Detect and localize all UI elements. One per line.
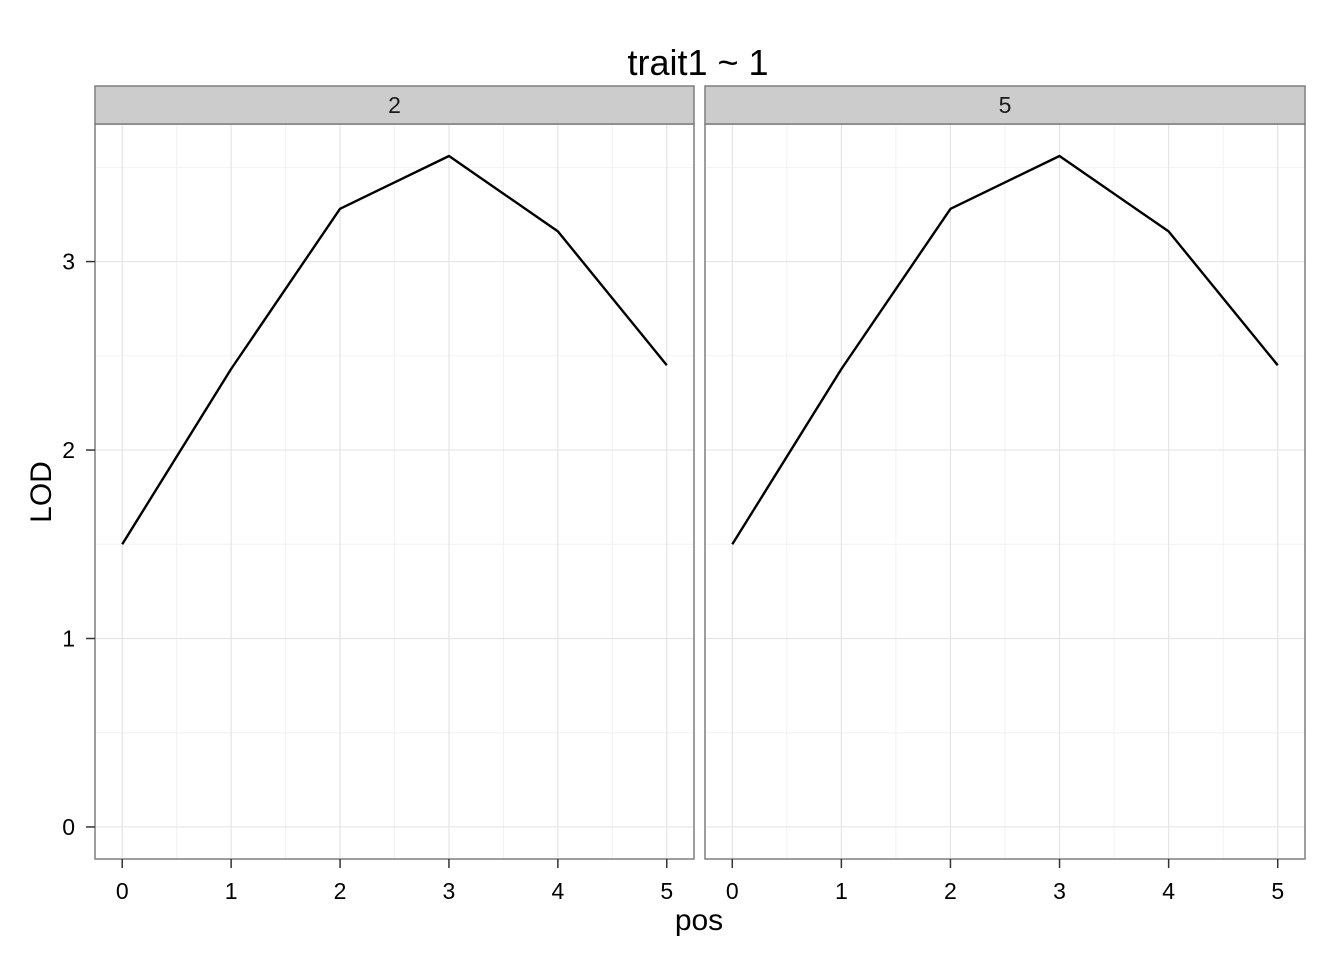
x-tick-label: 0 [726,878,739,904]
facet-strip-label: 5 [999,92,1012,118]
x-tick-label: 4 [1162,878,1175,904]
facets: 2 0 1 2 3 4 5 5 0 1 2 3 4 5 [94,85,1306,904]
x-tick-label: 0 [116,878,129,904]
x-axis-title: pos [675,904,723,937]
y-tick-label: 0 [62,814,75,840]
plot-title: trait1 ~ 1 [627,42,768,83]
x-tick-label: 1 [225,878,238,904]
y-tick-label: 2 [62,437,75,463]
x-tick-label: 3 [1053,878,1066,904]
x-tick-label: 5 [660,878,673,904]
y-tick-label: 3 [62,249,75,275]
x-tick-label: 4 [551,878,564,904]
x-tick-label: 5 [1271,878,1284,904]
y-tick-label: 1 [62,626,75,652]
facet-strip [704,85,1306,125]
facet-strip [94,85,695,125]
lod-series-line [731,154,1279,545]
x-tick-label: 1 [835,878,848,904]
y-axis: 0 1 2 3 [62,249,95,840]
facet-strip-label: 2 [388,92,401,118]
lod-series-line [121,154,668,545]
facet-panel-5: 5 0 1 2 3 4 5 [704,85,1306,904]
y-axis-title: LOD [25,461,58,523]
x-tick-label: 3 [443,878,456,904]
facet-panel-2: 2 0 1 2 3 4 5 [94,85,695,904]
x-tick-label: 2 [334,878,347,904]
x-tick-label: 2 [944,878,957,904]
